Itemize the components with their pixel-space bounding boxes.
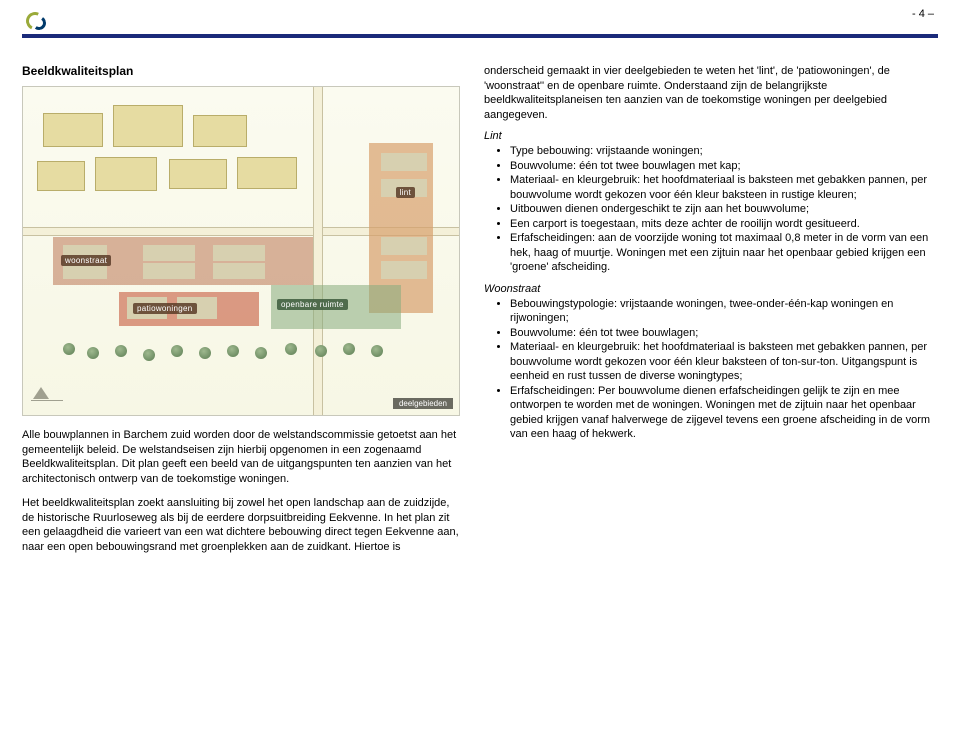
woonstraat-bullet: Materiaal- en kleurgebruik: het hoofdmat… [510,340,938,384]
compass-icon [31,383,65,407]
map-label-openbare: openbare ruimte [277,299,348,310]
page-number: - 4 – [912,8,934,20]
logo [22,10,52,32]
map-label-deelgebieden: deelgebieden [393,398,453,409]
lint-bullet: Een carport is toegestaan, mits deze ach… [510,217,938,232]
page-content: Beeldkwaliteitsplan [22,64,938,713]
header-rule [22,34,938,38]
woonstraat-bullet: Erfafscheidingen: Per bouwvolume dienen … [510,384,938,442]
subhead-lint: Lint [484,130,938,142]
left-paragraph-2: Het beeldkwaliteitsplan zoekt aansluitin… [22,496,460,554]
left-column: Beeldkwaliteitsplan [22,64,460,713]
lint-bullets: Type bebouwing: vrijstaande woningen; Bo… [484,144,938,275]
woonstraat-bullet: Bebouwingstypologie: vrijstaande woninge… [510,297,938,326]
right-column: onderscheid gemaakt in vier deelgebieden… [484,64,938,713]
lint-bullet: Bouwvolume: één tot twee bouwlagen met k… [510,159,938,174]
map-label-woonstraat: woonstraat [61,255,111,266]
lint-bullet: Uitbouwen dienen ondergeschikt te zijn a… [510,202,938,217]
map-label-lint: lint [396,187,415,198]
subhead-woonstraat: Woonstraat [484,283,938,295]
right-intro: onderscheid gemaakt in vier deelgebieden… [484,64,938,122]
lint-bullet: Materiaal- en kleurgebruik: het hoofdmat… [510,173,938,202]
lint-bullet: Type bebouwing: vrijstaande woningen; [510,144,938,159]
section-heading: Beeldkwaliteitsplan [22,64,460,78]
woonstraat-bullet: Bouwvolume: één tot twee bouwlagen; [510,326,938,341]
site-plan-map: lint woonstraat patiowoningen openbare r… [22,86,460,416]
left-paragraph-1: Alle bouwplannen in Barchem zuid worden … [22,428,460,486]
map-label-patiowoningen: patiowoningen [133,303,197,314]
lint-bullet: Erfafscheidingen: aan de voorzijde wonin… [510,231,938,275]
woonstraat-bullets: Bebouwingstypologie: vrijstaande woninge… [484,297,938,442]
